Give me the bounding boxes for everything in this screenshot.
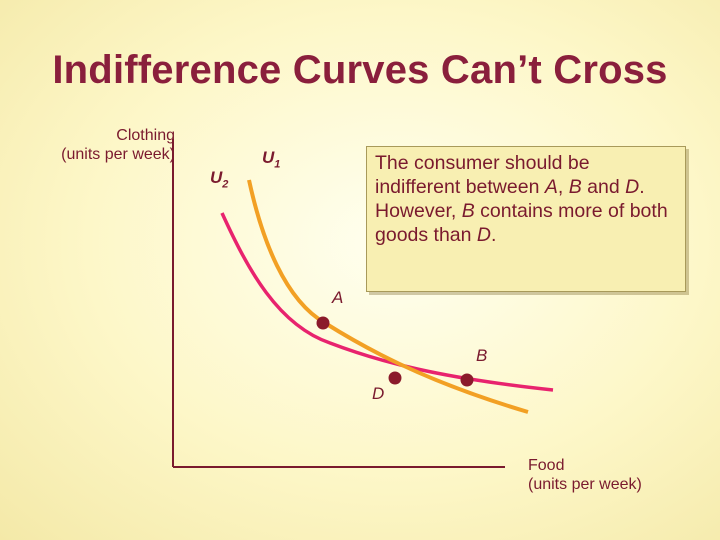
curve-label-u1: U1 [262, 148, 281, 171]
x-axis-label-line1: Food [528, 457, 565, 474]
point-label-a: A [332, 288, 344, 307]
x-axis-label: Food (units per week) [528, 456, 642, 494]
point-label-b: B [476, 346, 488, 365]
y-axis-label-line1: Clothing [116, 127, 175, 144]
curve-label-u2: U2 [210, 168, 229, 191]
callout-box: The consumer should be indifferent betwe… [366, 146, 686, 292]
point-d [388, 371, 402, 385]
slide-title: Indifference Curves Can’t Cross [52, 48, 668, 92]
point-b [460, 373, 474, 387]
x-axis-label-line2: (units per week) [528, 476, 642, 493]
point-label-d: D [372, 384, 385, 403]
y-axis-label: Clothing (units per week) [20, 126, 175, 164]
point-a [316, 316, 330, 330]
y-axis-label-line2: (units per week) [61, 146, 175, 163]
